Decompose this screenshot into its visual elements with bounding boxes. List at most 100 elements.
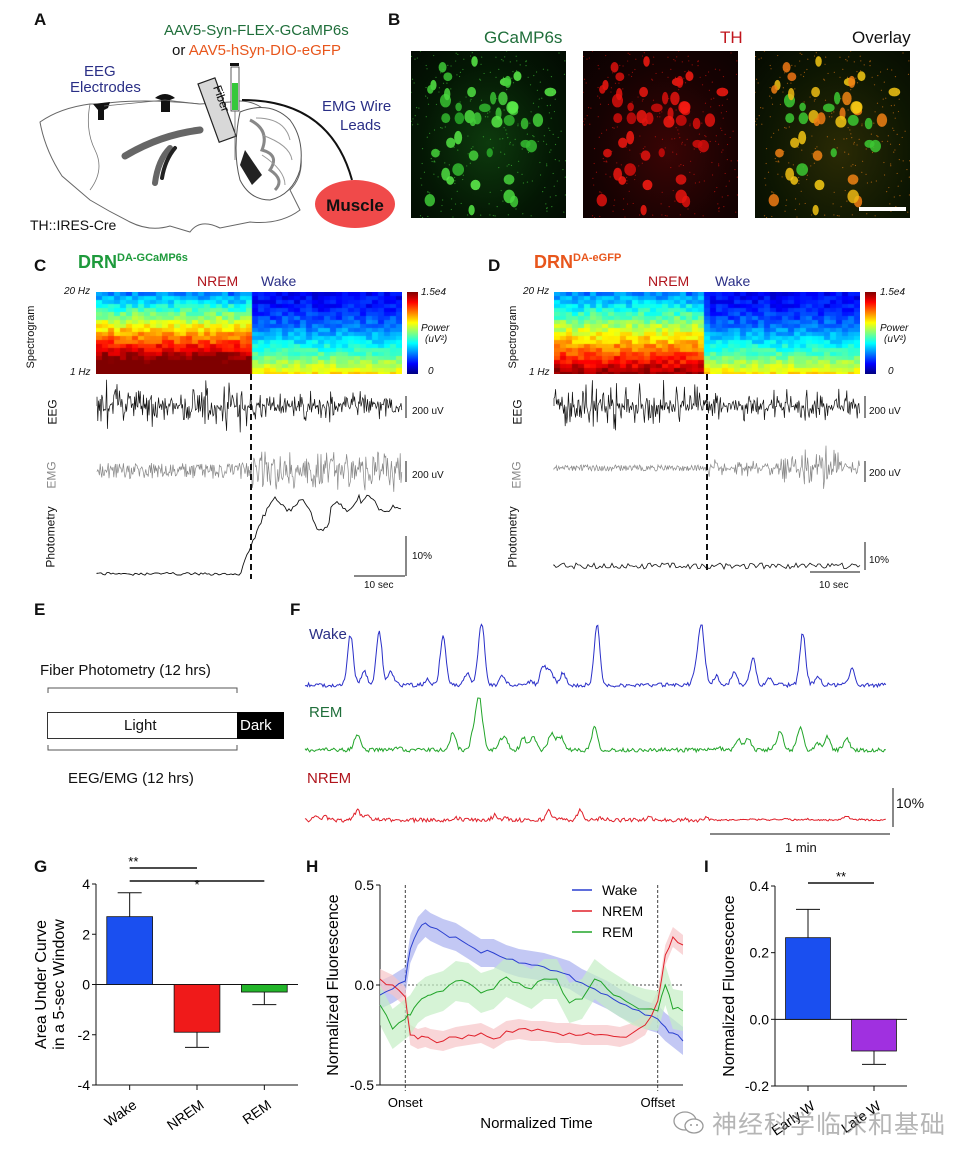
puncta [444,126,446,128]
panel-c-freq-top: 20 Hz [64,286,91,297]
puncta [425,86,427,89]
puncta [704,102,707,104]
puncta [522,213,524,215]
cell-body [618,137,628,148]
puncta [506,51,508,52]
puncta [462,174,464,176]
panel-c-emg-trace [96,451,403,492]
panel-d-cbar-label-1: Power [880,323,909,334]
puncta [661,71,663,73]
puncta [784,210,786,212]
puncta [883,161,885,164]
trace-label-rem: REM [309,704,343,721]
puncta [530,111,532,113]
puncta [883,81,885,83]
cell-body [790,137,800,148]
panel-d-emg-scale: 200 uV [869,468,901,479]
puncta [517,123,519,125]
puncta [869,60,871,62]
puncta [542,68,545,70]
puncta [784,72,786,74]
puncta [416,57,418,59]
puncta [598,136,600,138]
puncta [886,68,889,70]
puncta [546,165,548,167]
puncta [554,143,557,146]
puncta [458,75,461,78]
puncta [532,102,535,104]
cell-body [675,174,687,185]
puncta [757,82,759,84]
puncta [442,199,444,201]
cell-body [675,189,687,204]
puncta [459,101,461,103]
puncta [806,174,808,176]
y-axis-label: Normalized Fluorescence [325,894,342,1076]
puncta [871,76,873,78]
puncta [537,140,539,143]
puncta [833,214,835,216]
puncta [429,192,431,194]
cell-body [498,91,508,106]
puncta [803,101,805,103]
puncta [583,78,586,80]
puncta [492,214,494,217]
x-tick-label: Wake [101,1096,139,1129]
puncta [557,136,559,139]
puncta [552,172,554,175]
hippocampus-shape [152,145,173,186]
panel-c-photometry-trace [96,493,402,576]
puncta [723,206,725,208]
puncta [718,165,720,167]
puncta [597,116,599,118]
puncta [565,160,566,162]
puncta [811,214,813,216]
puncta [425,116,427,118]
puncta [634,174,636,176]
puncta [846,76,849,78]
puncta [687,70,690,72]
panel-d-wake-label: Wake [715,273,751,289]
puncta [824,63,826,65]
puncta [893,151,895,153]
puncta [563,211,565,213]
puncta [717,143,720,145]
puncta [514,138,516,140]
bar-nrem [173,984,221,1033]
cell-body [525,139,537,153]
puncta [597,86,599,89]
puncta [588,57,590,59]
cell-body [506,101,518,114]
emg-leads-label-2: Leads [340,117,381,134]
puncta [893,104,895,106]
puncta [661,111,663,113]
puncta [727,195,729,197]
puncta [433,173,435,175]
puncta [876,134,878,137]
puncta [510,164,513,167]
panel-c-cbar-label-1: Power [421,323,450,334]
puncta [799,52,801,54]
puncta [694,213,696,215]
puncta [870,181,873,183]
puncta [732,130,734,132]
puncta [429,132,431,134]
puncta [496,98,498,100]
cell-body [613,113,623,124]
puncta [806,68,808,71]
puncta [765,162,767,165]
puncta [678,165,680,167]
puncta [489,111,491,113]
panel-c-nrem-label: NREM [197,273,239,289]
puncta [642,98,644,100]
puncta [512,82,515,84]
puncta [652,63,654,65]
cell-body [468,150,479,161]
puncta [438,87,440,89]
cell-body [443,72,453,82]
cell-body [811,86,821,98]
puncta [469,162,471,164]
puncta [593,184,595,186]
puncta [842,68,844,70]
